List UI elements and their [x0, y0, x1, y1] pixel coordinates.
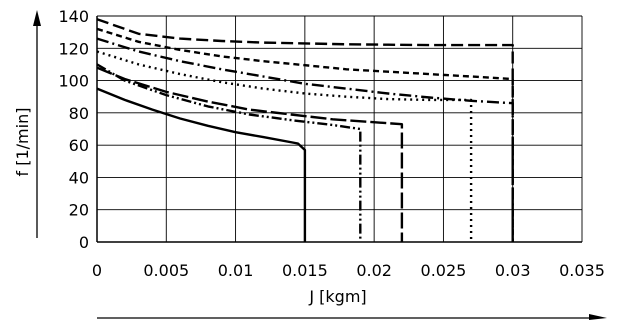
grid	[97, 15, 583, 242]
series-line-dashed	[96, 18, 514, 242]
x-tick-label: 0.025	[421, 261, 467, 280]
y-tick-label: 0	[79, 233, 89, 252]
y-tick-label: 140	[58, 7, 89, 26]
series-line-short-dash	[96, 27, 514, 242]
series-line-solid	[96, 87, 307, 242]
y-tick-label: 80	[69, 104, 89, 123]
y-tick-label: 100	[58, 72, 89, 91]
y-tick-label: 60	[69, 136, 89, 155]
y-tick-label: 40	[69, 168, 89, 187]
axis-arrows	[33, 10, 607, 320]
x-tick-label: 0.01	[218, 261, 254, 280]
series-line-long-dash	[96, 66, 404, 242]
tick-labels: 0 0.005 0.01 0.015 0.02 0.025 0.03 0.035 0 20 40 60…	[58, 7, 604, 280]
x-tick-label: 0	[92, 261, 102, 280]
x-tick-label: 0.035	[559, 261, 605, 280]
x-tick-label: 0.015	[282, 261, 328, 280]
x-axis-title: J [kgm]	[308, 287, 366, 306]
x-tick-label: 0.005	[143, 261, 189, 280]
x-arrow-head	[589, 314, 607, 320]
y-tick-label: 20	[69, 201, 89, 220]
x-tick-label: 0.03	[495, 261, 531, 280]
series-line-dash-dot-dot	[96, 63, 362, 242]
y-axis-title: f [1/min]	[13, 108, 32, 177]
axes	[96, 16, 582, 243]
series-lines	[96, 18, 514, 242]
series-line-dotted	[96, 50, 473, 242]
y-arrow-head	[33, 10, 41, 26]
y-tick-label: 120	[58, 39, 89, 58]
x-tick-label: 0.02	[356, 261, 392, 280]
